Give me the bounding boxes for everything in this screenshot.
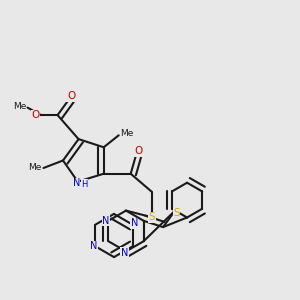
Text: N: N <box>130 218 138 228</box>
Text: O: O <box>134 146 142 156</box>
Text: O: O <box>67 91 75 101</box>
Text: N: N <box>73 178 80 188</box>
Text: S: S <box>173 208 180 218</box>
Text: N: N <box>121 248 128 258</box>
Text: Me: Me <box>13 102 26 111</box>
Text: Me: Me <box>120 129 134 138</box>
Text: N: N <box>102 216 110 226</box>
Text: Me: Me <box>28 164 42 172</box>
Text: S: S <box>148 212 155 222</box>
Text: H: H <box>81 179 88 188</box>
Text: N: N <box>90 241 98 251</box>
Text: O: O <box>31 110 40 120</box>
